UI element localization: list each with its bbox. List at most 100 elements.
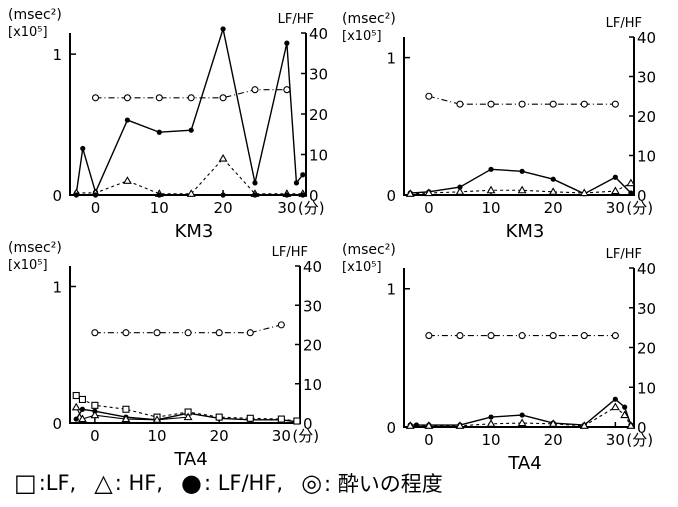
x-tick-label: 0	[424, 199, 434, 217]
x-tick-label: 30	[272, 427, 291, 445]
x-tick-label: 20	[544, 199, 563, 217]
right-tick-label: 30	[303, 297, 322, 315]
data-point	[487, 332, 495, 340]
legend: □ :LF, △ : HF, ● : LF/HF, ◎ : 酔いの程度	[14, 466, 674, 500]
data-point	[73, 192, 79, 198]
x-tick-label: 30	[277, 199, 296, 217]
data-point	[252, 192, 258, 198]
data-point	[293, 417, 301, 425]
left-unit-label: (msec²)	[342, 11, 396, 27]
right-tick-label: 30	[309, 66, 328, 84]
plot-frame	[403, 268, 635, 428]
left-unit-label: (msec²)	[8, 240, 62, 256]
data-point	[579, 188, 589, 197]
data-point	[220, 26, 226, 32]
subject-label: KM3	[506, 221, 545, 242]
data-point	[220, 192, 226, 198]
left-multiplier-label: [x10⁵]	[342, 260, 382, 275]
legend-filled-circle-icon: ●	[180, 469, 202, 497]
subject-label: TA4	[173, 449, 207, 470]
data-point	[91, 401, 99, 409]
data-point	[517, 418, 527, 427]
legend-hf-label: : HF,	[114, 471, 163, 495]
data-point	[549, 332, 557, 340]
data-point	[124, 117, 131, 123]
data-point	[246, 414, 254, 422]
right-tick-label: 0	[309, 187, 319, 205]
data-point	[519, 168, 525, 174]
series-line-3	[76, 157, 303, 195]
x-tick-label: 30	[606, 431, 625, 449]
left-tick-label: 0	[386, 419, 396, 437]
left-tick-label: 1	[386, 281, 396, 299]
data-point	[156, 192, 162, 198]
right-tick-label: 10	[637, 379, 656, 397]
x-tick-label: 20	[214, 199, 233, 217]
data-point	[612, 174, 618, 180]
right-tick-label: 20	[303, 337, 322, 355]
legend-square-icon: □	[14, 469, 37, 497]
data-point	[284, 40, 290, 46]
data-point	[156, 129, 162, 135]
data-point	[73, 416, 79, 422]
data-point	[121, 414, 131, 423]
data-point	[122, 405, 130, 413]
data-point	[626, 421, 636, 429]
data-point	[610, 402, 620, 411]
series-line-3	[75, 395, 297, 422]
x-unit-label: (分)	[298, 199, 325, 217]
series-line-3	[410, 406, 632, 427]
data-point	[218, 153, 228, 162]
data-point	[405, 421, 415, 429]
right-tick-label: 0	[637, 187, 647, 205]
left-tick-label: 1	[52, 46, 62, 64]
data-point	[283, 86, 291, 94]
data-point	[187, 94, 195, 102]
data-point	[277, 321, 285, 329]
data-point	[71, 402, 81, 411]
right-unit-label: LF/HF	[272, 245, 308, 260]
data-point	[425, 332, 433, 340]
right-tick-label: 0	[637, 419, 647, 437]
data-point	[549, 100, 557, 108]
data-point	[80, 145, 86, 152]
data-point	[215, 329, 223, 337]
data-point	[215, 413, 223, 421]
right-unit-label: LF/HF	[278, 12, 314, 27]
data-point	[518, 100, 526, 108]
data-point	[626, 178, 636, 187]
subject-label: TA4	[507, 453, 541, 474]
right-tick-label: 30	[637, 300, 656, 318]
series-line-3	[410, 182, 632, 195]
left-tick-label: 1	[52, 278, 62, 296]
data-point	[424, 188, 434, 197]
data-point	[488, 414, 494, 420]
left-unit-label: (msec²)	[342, 242, 396, 258]
x-tick-label: 0	[91, 199, 101, 217]
data-point	[611, 100, 619, 108]
series-line-1	[75, 26, 304, 195]
right-tick-label: 20	[309, 106, 328, 124]
data-point	[252, 180, 258, 186]
right-tick-label: 20	[637, 108, 656, 126]
data-point	[612, 396, 618, 402]
data-point	[517, 185, 527, 194]
data-point	[92, 192, 99, 198]
right-tick-label: 10	[637, 148, 656, 166]
data-point	[620, 410, 630, 419]
left-tick-label: 0	[52, 187, 62, 205]
legend-triangle-icon: △	[94, 469, 113, 497]
data-point	[457, 184, 463, 190]
data-point	[622, 404, 628, 410]
left-unit-label: (msec²)	[8, 7, 62, 23]
data-point	[580, 100, 588, 108]
legend-lf-hf-label: : LF/HF,	[203, 471, 284, 495]
data-point	[91, 329, 99, 337]
data-point	[155, 94, 163, 102]
left-multiplier-label: [x10⁵]	[8, 25, 48, 40]
right-tick-label: 40	[303, 258, 322, 276]
data-point	[610, 186, 620, 195]
data-point	[300, 172, 306, 178]
